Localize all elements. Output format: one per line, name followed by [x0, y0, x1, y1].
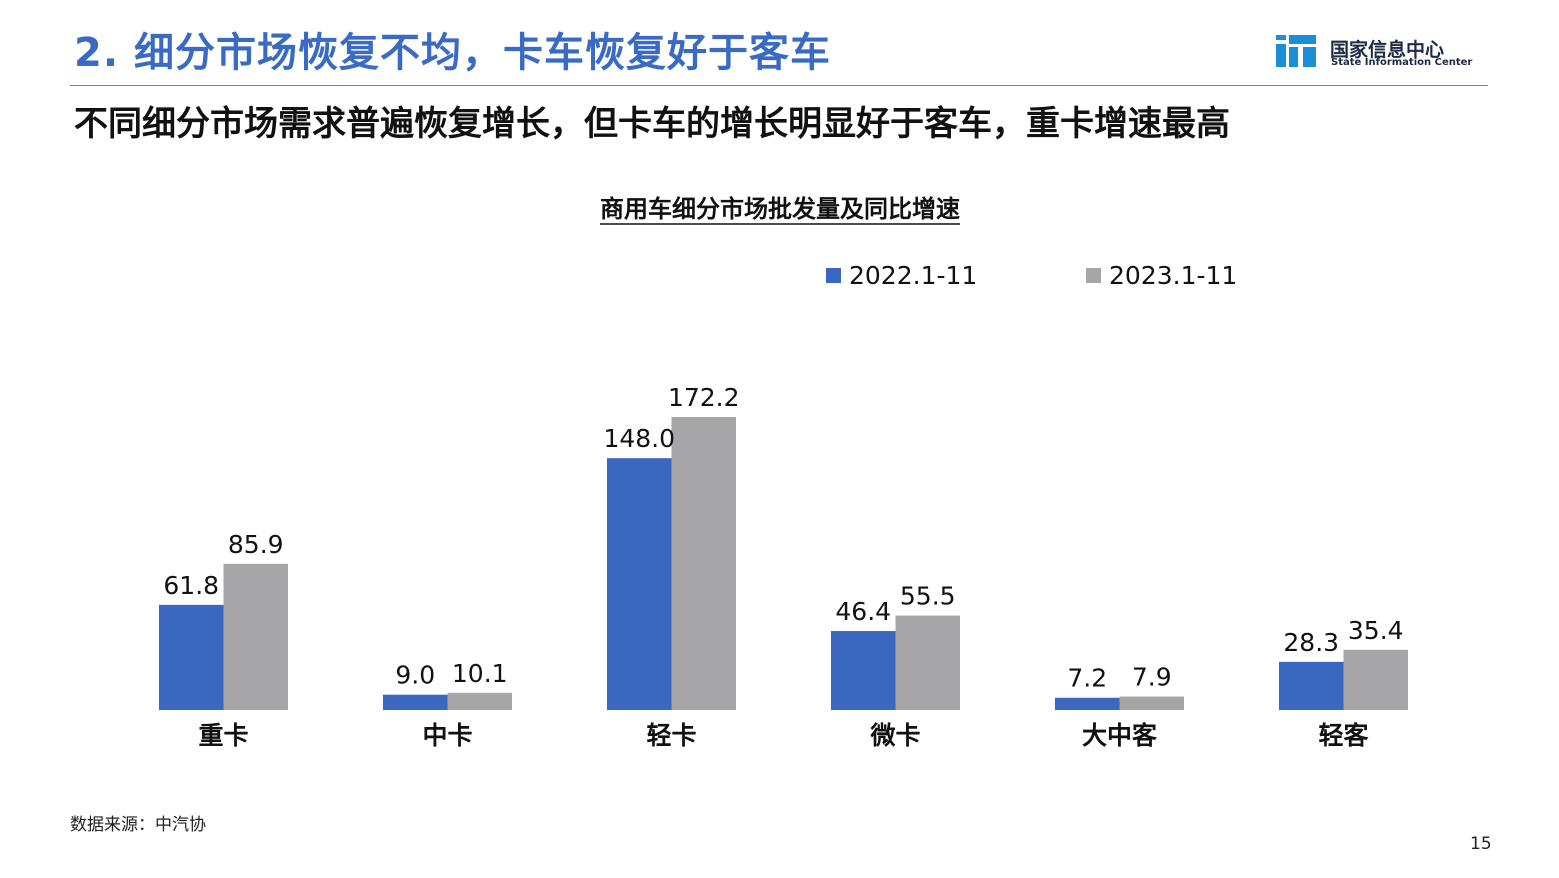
data-label-1-5: 7.2 [1067, 664, 1107, 693]
chart-legend: 2022.1-11 2023.1-11 [826, 261, 1237, 290]
logo-text-cn: 国家信息中心 [1330, 39, 1445, 61]
bar-1-4 [831, 631, 896, 710]
bar-2-3 [671, 417, 736, 710]
x-tick-label-2: 中卡 [422, 721, 472, 750]
data-label-2-5: 7.9 [1132, 663, 1172, 692]
bar-1-6 [1279, 661, 1344, 710]
logo-icon [1276, 35, 1316, 67]
slide-subtitle: 不同细分市场需求普遍恢复增长，但卡车的增长明显好于客车，重卡增速最高 [74, 104, 1230, 144]
logo-text-en: State Information Center [1331, 57, 1473, 68]
x-tick-label-4: 微卡 [869, 721, 920, 750]
bars-group [159, 417, 1408, 710]
data-label-1-3: 148.0 [603, 424, 675, 453]
bar-2-4 [895, 615, 960, 710]
bar-1-1 [159, 604, 224, 710]
legend-swatch-2 [1086, 268, 1101, 283]
x-tick-labels-group: 重卡 中卡 轻卡 微卡 大中客 轻客 [198, 721, 1368, 750]
bar-2-2 [447, 692, 512, 710]
data-labels-group: 61.8 85.9 9.0 10.1 148.0 172.2 46.4 55.5 7.2 7.9 2… [163, 383, 1403, 693]
data-label-1-2: 9.0 [395, 661, 435, 690]
bar-1-3 [607, 458, 672, 710]
page-number: 15 [1470, 834, 1492, 854]
chart-title: 商用车细分市场批发量及同比增速 [600, 195, 960, 223]
bar-chart: 商用车细分市场批发量及同比增速 2022.1-11 2023.1-11 61.8 8… [159, 195, 1408, 750]
legend-label-1: 2022.1-11 [849, 261, 977, 290]
bar-2-5 [1119, 696, 1184, 710]
header-divider [70, 85, 1488, 86]
legend-label-2: 2023.1-11 [1109, 261, 1237, 290]
data-label-2-1: 85.9 [228, 530, 284, 559]
data-label-2-4: 55.5 [900, 582, 956, 611]
data-label-2-3: 172.2 [668, 383, 740, 412]
data-label-1-1: 61.8 [163, 571, 219, 600]
data-label-2-2: 10.1 [452, 659, 508, 688]
x-tick-label-5: 大中客 [1082, 721, 1157, 750]
data-label-2-6: 35.4 [1348, 616, 1404, 645]
bar-2-6 [1343, 649, 1408, 710]
data-source-note: 数据来源：中汽协 [70, 815, 206, 835]
data-label-1-4: 46.4 [835, 597, 891, 626]
logo: 国家信息中心 State Information Center [1276, 35, 1491, 71]
x-tick-label-6: 轻客 [1318, 721, 1368, 750]
bar-1-2 [383, 694, 448, 710]
bar-1-5 [1055, 697, 1120, 710]
legend-swatch-1 [826, 268, 841, 283]
bar-2-1 [223, 563, 288, 710]
x-tick-label-1: 重卡 [198, 721, 248, 750]
slide-title: 2. 细分市场恢复不均，卡车恢复好于客车 [74, 30, 831, 76]
x-tick-label-3: 轻卡 [646, 721, 696, 750]
data-label-1-6: 28.3 [1283, 628, 1339, 657]
